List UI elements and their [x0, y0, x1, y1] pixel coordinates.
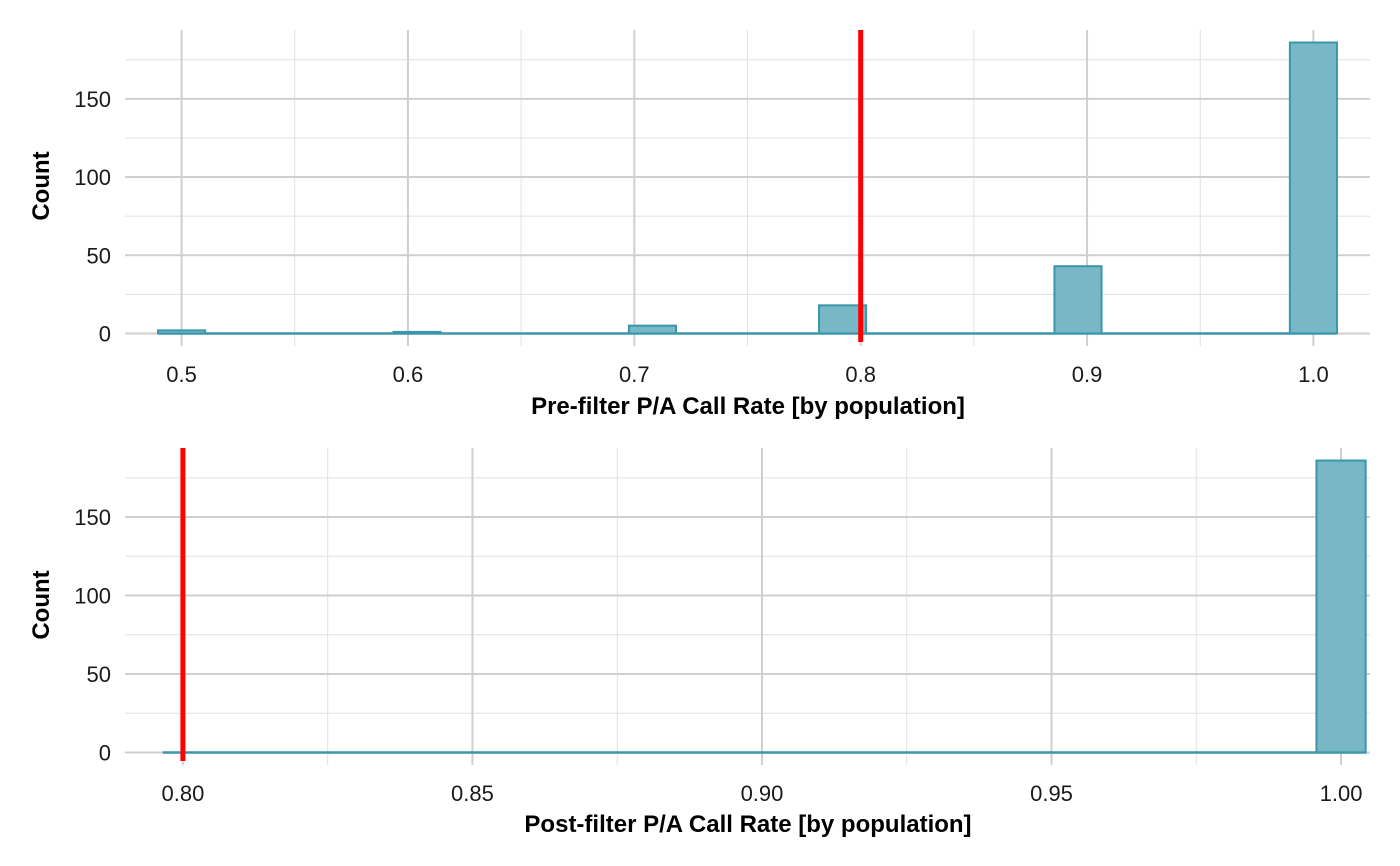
histogram-bar: [157, 329, 207, 335]
x-tick-label: 0.90: [741, 781, 784, 806]
tick-labels: 0 50 100 150 0.80 0.85 0.90 0.95 1.00: [74, 505, 1362, 806]
histogram-bar: [1288, 41, 1338, 335]
y-tick-label: 50: [87, 662, 111, 687]
y-axis-title: Count: [28, 151, 55, 220]
x-axis-title: Post-filter P/A Call Rate [by population…: [524, 811, 971, 838]
x-tick-label: 0.9: [1072, 362, 1103, 387]
x-tick-label: 1.0: [1298, 362, 1329, 387]
grid-layer: [125, 30, 1370, 346]
histogram-bar: [627, 324, 677, 335]
x-tick-label: 0.8: [845, 362, 876, 387]
y-tick-label: 100: [74, 165, 111, 190]
y-tick-label: 0: [99, 740, 111, 765]
x-tick-label: 1.00: [1320, 781, 1363, 806]
y-tick-label: 50: [87, 243, 111, 268]
x-axis-title: Pre-filter P/A Call Rate [by population]: [531, 393, 965, 420]
histogram-bar: [392, 330, 442, 335]
y-axis-title: Count: [28, 570, 55, 639]
x-tick-label: 0.5: [166, 362, 197, 387]
x-tick-label: 0.95: [1030, 781, 1073, 806]
x-tick-label: 0.6: [393, 362, 424, 387]
x-tick-label: 0.85: [451, 781, 494, 806]
x-tick-label: 0.7: [619, 362, 650, 387]
y-tick-label: 150: [74, 505, 111, 530]
panel-pre-filter: 0 50 100 150 0.5 0.6 0.7 0.8 0.9 1.0 Pre-filter P…: [28, 30, 1370, 420]
bar-layer: [162, 459, 1367, 754]
y-tick-label: 150: [74, 87, 111, 112]
tick-labels: 0 50 100 150 0.5 0.6 0.7 0.8 0.9 1.0: [74, 87, 1328, 387]
grid-layer: [125, 448, 1370, 765]
x-tick-label: 0.80: [161, 781, 204, 806]
panel-post-filter: 0 50 100 150 0.80 0.85 0.90 0.95 1.00 Post-filte…: [28, 448, 1370, 838]
y-tick-label: 0: [99, 321, 111, 346]
bar-layer: [157, 41, 1338, 335]
histogram-bar: [1315, 459, 1367, 754]
y-tick-label: 100: [74, 584, 111, 609]
histogram-bar: [1053, 265, 1103, 335]
